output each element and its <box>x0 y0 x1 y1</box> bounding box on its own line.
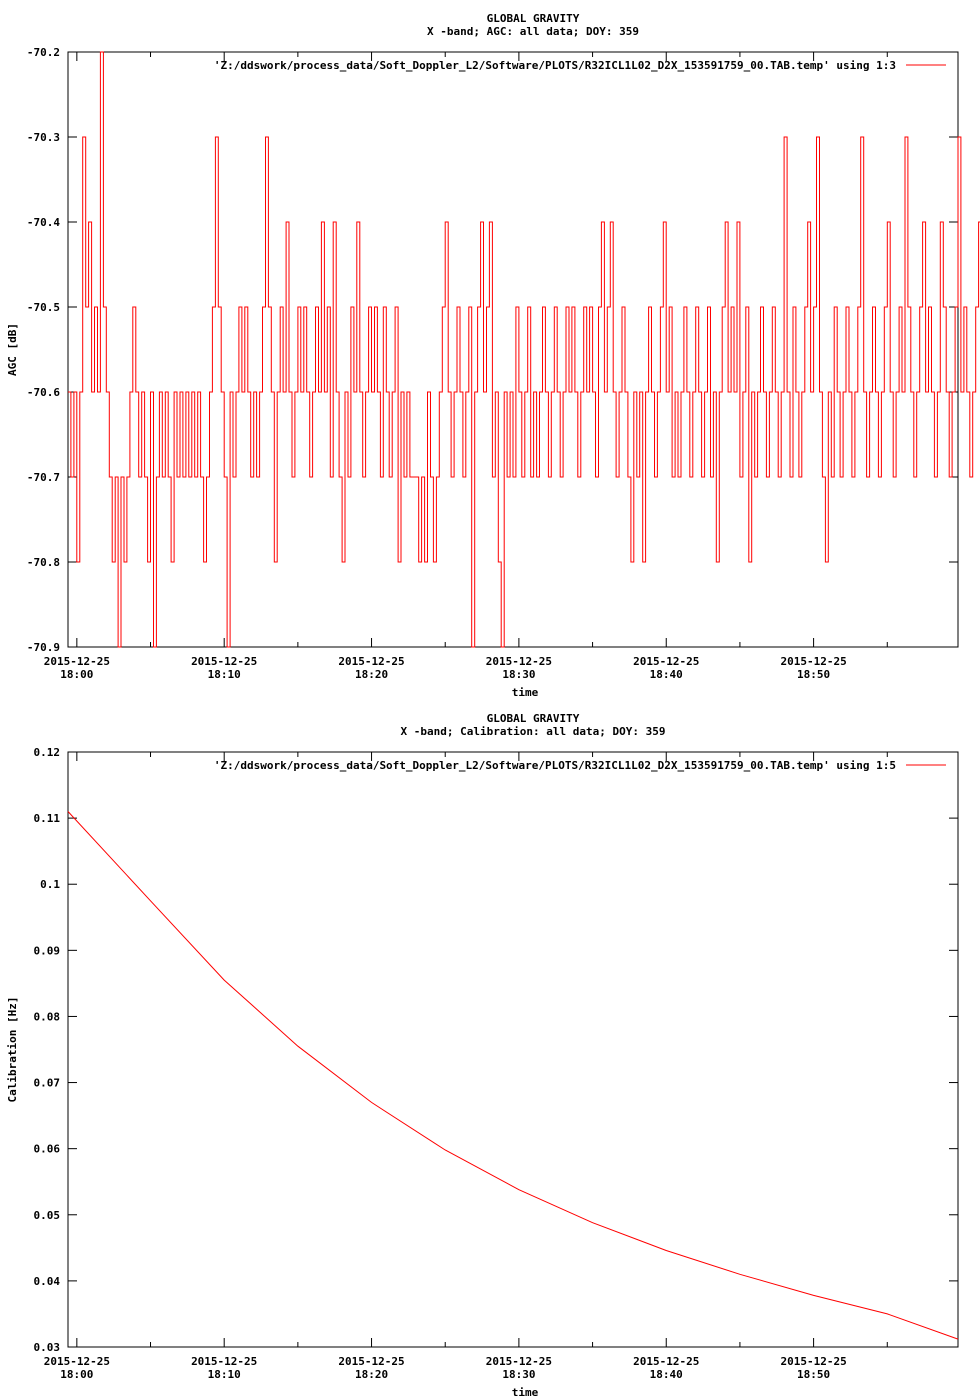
y-tick-label: 0.04 <box>34 1275 61 1288</box>
x-tick-date-label: 2015-12-25 <box>633 1355 699 1368</box>
x-tick-date-label: 2015-12-25 <box>486 655 552 668</box>
y-tick-label: -70.4 <box>27 216 60 229</box>
plot-frame <box>67 751 959 1348</box>
x-tick-time-label: 18:40 <box>650 668 683 681</box>
y-tick-label: 0.12 <box>34 746 61 759</box>
y-tick-label: -70.6 <box>27 386 60 399</box>
x-tick-time-label: 18:40 <box>650 1368 683 1381</box>
x-tick-date-label: 2015-12-25 <box>191 1355 257 1368</box>
y-tick-label: -70.3 <box>27 131 60 144</box>
x-tick-date-label: 2015-12-25 <box>44 655 110 668</box>
chart-title: GLOBAL GRAVITY <box>487 712 580 725</box>
chart-title: GLOBAL GRAVITY <box>487 12 580 25</box>
plot-frame <box>67 51 959 648</box>
x-tick-time-label: 18:20 <box>355 668 388 681</box>
series-line-1 <box>67 811 959 1340</box>
x-tick-date-label: 2015-12-25 <box>780 1355 846 1368</box>
x-tick-time-label: 18:10 <box>208 1368 241 1381</box>
x-tick-date-label: 2015-12-25 <box>338 1355 404 1368</box>
y-tick-label: 0.1 <box>40 878 60 891</box>
y-axis-label: Calibration [Hz] <box>6 997 19 1103</box>
x-tick-date-label: 2015-12-25 <box>633 655 699 668</box>
chart-subtitle: X -band; AGC: all data; DOY: 359 <box>427 25 639 38</box>
legend-label: 'Z:/ddswork/process_data/Soft_Doppler_L2… <box>214 59 896 72</box>
y-tick-label: 0.06 <box>34 1143 61 1156</box>
y-tick-label: 0.09 <box>34 944 61 957</box>
y-tick-label: 0.11 <box>34 812 61 825</box>
x-tick-time-label: 18:00 <box>60 1368 93 1381</box>
x-tick-date-label: 2015-12-25 <box>780 655 846 668</box>
x-axis-label: time <box>512 686 539 699</box>
x-axis-label: time <box>512 1386 539 1399</box>
legend-label: 'Z:/ddswork/process_data/Soft_Doppler_L2… <box>214 759 896 772</box>
x-tick-date-label: 2015-12-25 <box>44 1355 110 1368</box>
chart-subtitle: X -band; Calibration: all data; DOY: 359 <box>401 725 666 738</box>
y-tick-label: 0.08 <box>34 1010 61 1023</box>
x-tick-time-label: 18:20 <box>355 1368 388 1381</box>
x-tick-date-label: 2015-12-25 <box>338 655 404 668</box>
x-tick-time-label: 18:50 <box>797 1368 830 1381</box>
x-tick-time-label: 18:10 <box>208 668 241 681</box>
y-tick-label: 0.07 <box>34 1077 61 1090</box>
x-tick-date-label: 2015-12-25 <box>486 1355 552 1368</box>
x-tick-time-label: 18:00 <box>60 668 93 681</box>
series-line-1 <box>68 51 980 648</box>
y-tick-label: -70.5 <box>27 301 60 314</box>
y-tick-label: 0.05 <box>34 1209 61 1222</box>
x-tick-time-label: 18:30 <box>502 1368 535 1381</box>
x-tick-date-label: 2015-12-25 <box>191 655 257 668</box>
y-axis-label: AGC [dB] <box>6 323 19 376</box>
y-tick-label: -70.2 <box>27 46 60 59</box>
x-tick-time-label: 18:50 <box>797 668 830 681</box>
x-tick-time-label: 18:30 <box>502 668 535 681</box>
y-tick-label: -70.9 <box>27 641 60 654</box>
y-tick-label: 0.03 <box>34 1341 61 1354</box>
y-tick-label: -70.8 <box>27 556 60 569</box>
y-tick-label: -70.7 <box>27 471 60 484</box>
